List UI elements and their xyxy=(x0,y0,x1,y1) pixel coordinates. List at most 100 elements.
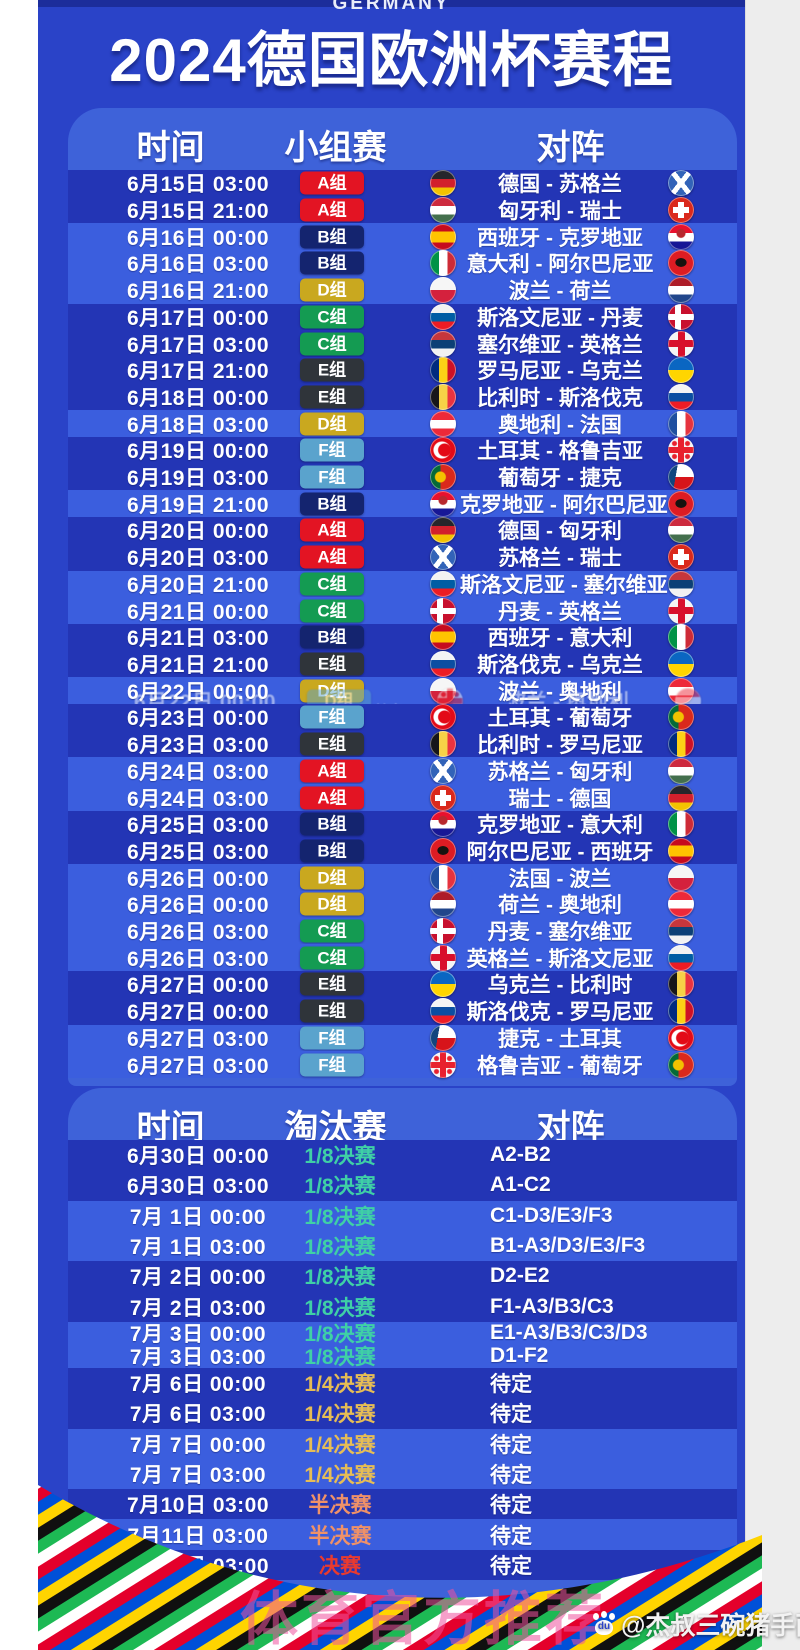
knockout-row: 7月 2日 03:00 1/8决赛 F1-A3/B3/C3 xyxy=(68,1291,737,1322)
matchup-text: 待定 xyxy=(490,1463,532,1487)
matchup-text: 瑞士 - 德国 xyxy=(508,787,612,811)
match-row: 6月16日 21:00 D组 波兰 - 荷兰 xyxy=(68,276,737,304)
away-flag-icon xyxy=(668,731,694,758)
group-badge: E组 xyxy=(300,385,364,409)
stage-label: 1/8决赛 xyxy=(304,1205,376,1229)
knockout-row: 6月30日 00:00 1/8决赛 A2-B2 xyxy=(68,1140,737,1171)
match-time: 6月16日 21:00 xyxy=(126,280,270,304)
author-watermark: du @杰叔三碗猪手面 xyxy=(592,1606,800,1642)
matchup-text: 斯洛伐克 - 乌克兰 xyxy=(477,654,643,677)
match-time: 6月18日 00:00 xyxy=(126,386,270,410)
match-row: 6月21日 00:00 C组 丹麦 - 英格兰 xyxy=(68,597,737,624)
group-badge: B组 xyxy=(300,625,364,649)
away-flag-icon xyxy=(668,250,694,277)
away-flag-icon xyxy=(668,971,694,998)
matchup-text: 西班牙 - 意大利 xyxy=(487,627,633,651)
away-flag-icon xyxy=(668,624,694,651)
matchup-text: 捷克 - 土耳其 xyxy=(498,1027,622,1051)
home-flag-icon xyxy=(430,490,456,517)
group-stage-card: 时间 小组赛 对阵 6月15日 03:00 A组 德国 - 苏格兰 6月15日 21:… xyxy=(68,108,737,1086)
match-time: 6月19日 03:00 xyxy=(126,467,270,491)
matchup-text: 待定 xyxy=(490,1403,532,1427)
match-time: 6月16日 03:00 xyxy=(126,253,270,277)
matchup-text: 阿尔巴尼亚 - 西班牙 xyxy=(466,840,654,864)
right-margin xyxy=(745,0,800,1650)
stage-label: 决赛 xyxy=(319,1554,361,1578)
match-row: 6月16日 03:00 B组 意大利 - 阿尔巴尼亚 xyxy=(68,250,737,277)
group-badge: A组 xyxy=(300,198,364,222)
home-flag-icon xyxy=(430,1024,456,1051)
matchup-text: 比利时 - 斯洛伐克 xyxy=(477,386,643,410)
group-badge: A组 xyxy=(300,545,364,569)
group-stage-header: 时间 小组赛 对阵 xyxy=(68,116,737,168)
match-time: 6月30日 03:00 xyxy=(126,1175,270,1199)
stage-label: 1/4决赛 xyxy=(304,1373,376,1397)
away-flag-icon xyxy=(668,303,694,330)
match-row: 6月26日 00:00 D组 荷兰 - 奥地利 xyxy=(68,890,737,918)
home-flag-icon xyxy=(430,998,456,1025)
matchup-text: 西班牙 - 克罗地亚 xyxy=(477,226,643,250)
match-row: 6月24日 03:00 A组 苏格兰 - 匈牙利 xyxy=(68,757,737,785)
knockout-row: 7月10日 03:00 半决赛 待定 xyxy=(68,1489,737,1520)
match-time: 7月 2日 00:00 xyxy=(129,1266,267,1290)
home-flag-icon xyxy=(430,517,456,544)
group-badge: C组 xyxy=(300,946,364,970)
away-flag-icon xyxy=(668,998,694,1025)
stage-label: 1/8决赛 xyxy=(304,1266,376,1290)
match-time: 7月 3日 00:00 xyxy=(129,1323,267,1347)
group-badge: F组 xyxy=(300,1053,364,1077)
matchup-text: C1-D3/E3/F3 xyxy=(490,1203,613,1227)
euro-stripes-arc xyxy=(38,1485,762,1650)
stage-label: 1/8决赛 xyxy=(304,1145,376,1169)
match-time: 6月27日 03:00 xyxy=(126,1054,270,1078)
match-time: 6月15日 21:00 xyxy=(126,200,270,224)
matchup-text: 苏格兰 - 瑞士 xyxy=(498,547,622,571)
matchup-text: 意大利 - 阿尔巴尼亚 xyxy=(466,253,654,277)
away-flag-icon xyxy=(668,277,694,304)
group-badge: D组 xyxy=(300,412,364,436)
home-flag-icon xyxy=(430,651,456,677)
match-row: 6月23日 03:00 E组 比利时 - 罗马尼亚 xyxy=(68,730,737,758)
away-flag-icon xyxy=(668,437,694,464)
match-row: 6月27日 00:00 E组 斯洛伐克 - 罗马尼亚 xyxy=(68,997,737,1025)
group-badge: D组 xyxy=(300,278,364,302)
group-badge: C组 xyxy=(300,599,364,623)
away-flag-icon xyxy=(668,544,694,571)
match-time: 6月27日 00:00 xyxy=(126,974,270,998)
match-time: 6月19日 00:00 xyxy=(126,440,270,464)
away-flag-icon xyxy=(668,170,694,197)
group-badge: F组 xyxy=(300,1026,364,1050)
match-row: 6月17日 03:00 C组 塞尔维亚 - 英格兰 xyxy=(68,330,737,357)
matchup-text: 罗马尼亚 - 乌克兰 xyxy=(477,360,643,384)
home-flag-icon xyxy=(430,971,456,998)
matchup-text: 土耳其 - 葡萄牙 xyxy=(487,707,633,731)
matchup-text: 德国 - 匈牙利 xyxy=(498,520,622,544)
matchup-text: 匈牙利 - 瑞士 xyxy=(498,200,622,224)
knockout-row: 6月30日 03:00 1/8决赛 A1-C2 xyxy=(68,1170,737,1201)
home-flag-icon xyxy=(430,784,456,811)
knockout-row: 7月 7日 00:00 1/4决赛 待定 xyxy=(68,1428,737,1459)
stage-label: 1/8决赛 xyxy=(304,1296,376,1320)
group-badge: E组 xyxy=(300,972,364,996)
home-flag-icon xyxy=(430,811,456,838)
matchup-text: 塞尔维亚 - 英格兰 xyxy=(477,333,643,357)
matchup-text: A1-C2 xyxy=(490,1173,551,1197)
match-row: 6月27日 03:00 F组 格鲁吉亚 - 葡萄牙 xyxy=(68,1051,737,1078)
stage-label: 1/4决赛 xyxy=(304,1463,376,1487)
match-time: 7月 2日 03:00 xyxy=(129,1296,267,1320)
group-badge: C组 xyxy=(300,332,364,356)
home-flag-icon xyxy=(430,570,456,597)
match-row: 6月19日 21:00 B组 克罗地亚 - 阿尔巴尼亚 xyxy=(68,490,737,518)
match-row: 6月24日 03:00 A组 瑞士 - 德国 xyxy=(68,784,737,811)
match-row: 6月26日 03:00 C组 丹麦 - 塞尔维亚 xyxy=(68,917,737,945)
home-flag-icon xyxy=(430,383,456,410)
group-badge: C组 xyxy=(300,572,364,596)
match-time: 6月20日 03:00 xyxy=(126,547,270,571)
match-row: 6月25日 03:00 B组 克罗地亚 - 意大利 xyxy=(68,810,737,838)
matchup-text: D1-F2 xyxy=(490,1344,549,1368)
group-badge: C组 xyxy=(300,305,364,329)
away-flag-icon xyxy=(668,330,694,357)
home-flag-icon xyxy=(430,357,456,384)
match-time: 7月 7日 03:00 xyxy=(129,1463,267,1487)
matchup-text: 待定 xyxy=(490,1524,532,1548)
